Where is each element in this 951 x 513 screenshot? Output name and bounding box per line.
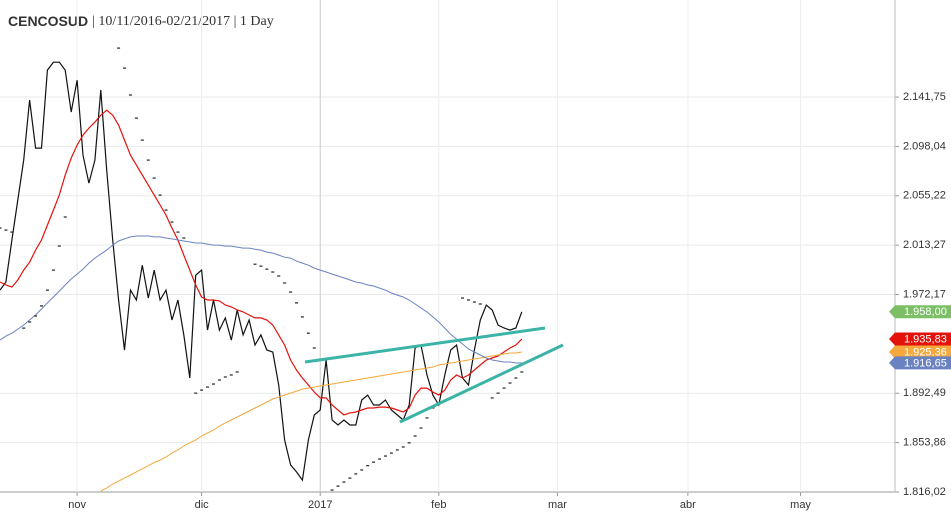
x-tick-label: nov — [68, 499, 86, 511]
trendline — [399, 343, 564, 424]
price-tag — [889, 305, 951, 319]
series-line — [100, 351, 522, 492]
trendline — [304, 326, 546, 364]
chart-heading: CENCOSUD | 10/11/2016-02/21/2017 | 1 Day — [8, 13, 274, 30]
y-tick-label: 2.141,75 — [903, 91, 946, 103]
price-tag — [889, 332, 951, 346]
y-tick-label: 1.972,17 — [903, 288, 946, 300]
series-line — [0, 61, 523, 482]
price-tag-label: 1.935,83 — [904, 333, 947, 345]
series-line — [0, 235, 522, 364]
y-tick-label: 2.055,22 — [903, 190, 946, 202]
y-tick-label: 1.853,86 — [903, 437, 946, 449]
price-tag-label: 1.925,36 — [904, 346, 947, 358]
chart-subtitle: | 10/11/2016-02/21/2017 | 1 Day — [92, 14, 274, 29]
series-line — [0, 109, 523, 416]
y-tick-label: 1.892,49 — [903, 387, 946, 399]
x-tick-label: 2017 — [308, 499, 332, 511]
price-tag — [889, 345, 951, 359]
y-tick-label: 2.098,04 — [903, 140, 946, 152]
x-tick-label: may — [790, 499, 811, 511]
y-tick-label: 1.816,02 — [903, 486, 946, 498]
price-tag — [889, 356, 951, 370]
x-tick-label: abr — [680, 499, 696, 511]
chart-title: CENCOSUD — [8, 13, 88, 29]
x-tick-label: feb — [431, 499, 446, 511]
x-tick-label: mar — [548, 499, 567, 511]
price-tag-label: 1.958,00 — [904, 306, 947, 318]
trendlines — [304, 326, 564, 424]
x-tick-label: dic — [195, 499, 210, 511]
y-tick-label: 2.013,27 — [903, 239, 946, 251]
price-tag-label: 1.916,65 — [904, 357, 947, 369]
